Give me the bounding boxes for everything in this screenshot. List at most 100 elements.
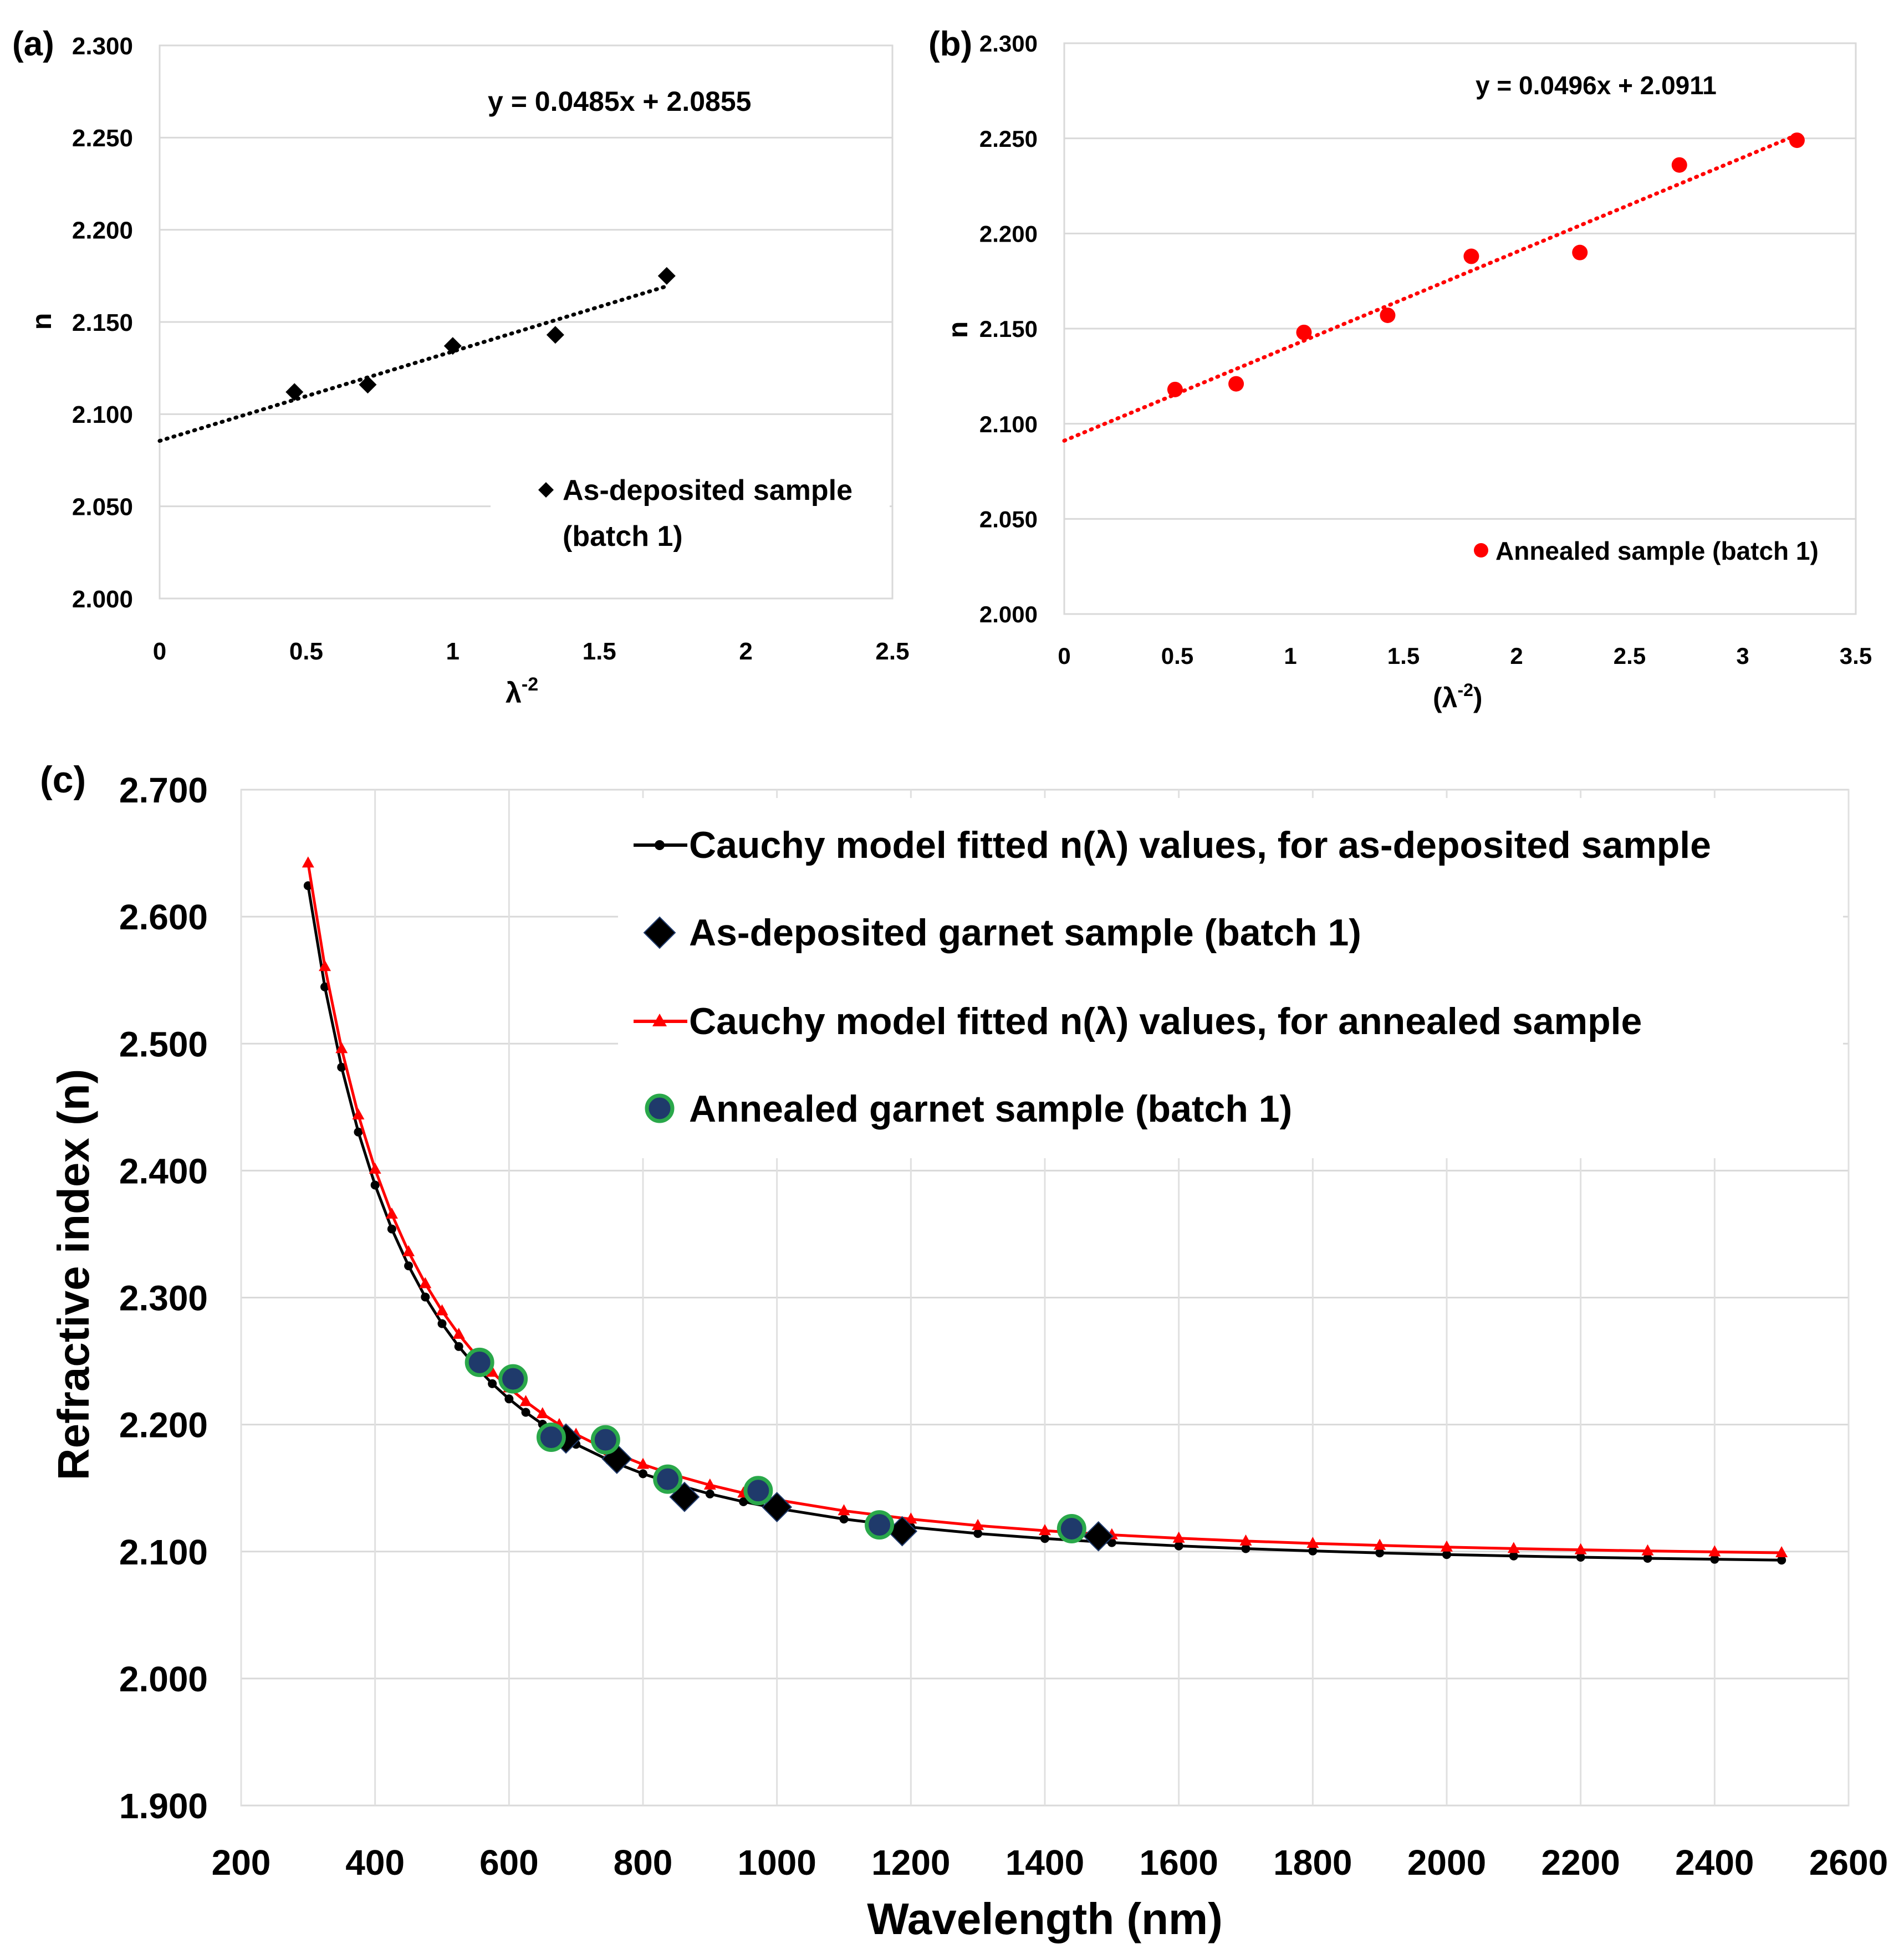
legend-a-label-line1: As-deposited sample	[563, 474, 853, 507]
legend-c-label-4: Annealed garnet sample (batch 1)	[689, 1088, 1292, 1130]
measured-point-annealed	[536, 1423, 566, 1452]
x-tick-label-b: 3.5	[1840, 643, 1872, 669]
legend-c-marker-2	[643, 916, 676, 949]
legend-c-entry-4: Annealed garnet sample (batch 1)	[645, 1088, 1292, 1130]
data-point-b	[1380, 307, 1396, 323]
y-tick-label-a: 2.200	[72, 217, 133, 244]
panel-label-a: (a)	[12, 25, 54, 63]
data-point-a	[285, 383, 304, 401]
y-tick-label-c: 2.000	[119, 1659, 208, 1699]
panel-label-b: (b)	[928, 25, 972, 63]
measured-point-annealed	[464, 1347, 494, 1377]
legend-c-marker-3	[652, 1014, 667, 1026]
x-tick-label-a: 1	[446, 638, 460, 665]
panel-label-c: (c)	[40, 759, 86, 801]
x-tick-label-c: 2000	[1407, 1843, 1486, 1883]
fit-point-annealed	[838, 1504, 850, 1516]
fit-point-annealed	[1574, 1543, 1587, 1554]
x-tick-label-b: 1.5	[1387, 643, 1420, 669]
fit-point-as-deposited	[1107, 1538, 1116, 1547]
y-tick-label-c: 2.700	[119, 770, 208, 810]
x-tick-label-a: 1.5	[583, 638, 616, 665]
legend-b-label: Annealed sample (batch 1)	[1495, 536, 1819, 565]
equation-b: y = 0.0496x + 2.0911	[1476, 71, 1717, 100]
chart-panel-a: (a) 2.0002.0502.1002.1502.2002.2502.300 …	[12, 25, 910, 709]
fit-point-annealed	[452, 1327, 465, 1339]
x-tick-label-b: 2	[1510, 643, 1523, 669]
data-point-a	[359, 376, 377, 394]
fit-point-annealed	[402, 1245, 415, 1256]
y-tick-label-b: 2.050	[979, 506, 1038, 532]
fit-point-as-deposited	[1241, 1544, 1250, 1553]
data-point-a	[546, 326, 564, 344]
x-tick-label-a: 0.5	[289, 638, 323, 665]
y-tick-label-c: 2.400	[119, 1151, 208, 1191]
fit-point-as-deposited	[320, 982, 330, 991]
y-tick-label-b: 2.000	[979, 601, 1038, 627]
legend-c-marker-4	[645, 1093, 675, 1123]
legend-c-bg	[618, 798, 1843, 1158]
legend-c-marker-1	[655, 840, 665, 850]
fit-point-as-deposited	[705, 1489, 714, 1498]
fit-point-annealed	[536, 1407, 549, 1419]
x-tick-label-a: 0	[153, 638, 166, 665]
trendline-a	[157, 284, 669, 443]
y-axis-title-b: n	[942, 321, 973, 339]
y-tick-label-c: 2.300	[119, 1278, 208, 1318]
fit-point-annealed	[1441, 1540, 1453, 1552]
fit-point-annealed	[335, 1042, 348, 1053]
fit-point-as-deposited	[1040, 1534, 1049, 1543]
fit-point-as-deposited	[504, 1394, 514, 1404]
fit-point-as-deposited	[404, 1261, 414, 1271]
fit-point-as-deposited	[337, 1062, 346, 1072]
x-tick-label-b: 0.5	[1161, 643, 1193, 669]
fit-point-annealed	[419, 1277, 432, 1288]
data-point-a	[443, 337, 462, 355]
fit-point-as-deposited	[1174, 1541, 1183, 1551]
legend-c-entry-2: As-deposited garnet sample (batch 1)	[643, 912, 1361, 954]
fit-point-as-deposited	[839, 1515, 849, 1524]
measured-point-annealed	[653, 1464, 683, 1494]
fit-point-as-deposited	[1375, 1548, 1385, 1558]
fit-point-as-deposited	[454, 1342, 463, 1351]
data-point-b	[1671, 157, 1687, 173]
y-tick-label-b: 2.200	[979, 221, 1038, 247]
fit-point-as-deposited	[739, 1497, 748, 1506]
fit-point-annealed	[436, 1304, 448, 1316]
fit-point-as-deposited	[1576, 1553, 1585, 1562]
data-point-b	[1572, 244, 1588, 260]
fit-point-annealed	[1507, 1542, 1520, 1553]
legend-a-marker	[538, 482, 554, 498]
y-tick-label-b: 2.100	[979, 411, 1038, 437]
x-tick-label-c: 800	[614, 1843, 673, 1883]
x-axis-title-b: (λ-2)	[1433, 680, 1483, 713]
fit-point-annealed	[385, 1207, 398, 1219]
x-tick-label-b: 2.5	[1614, 643, 1646, 669]
measured-point-annealed	[590, 1425, 620, 1455]
legend-c-label-3: Cauchy model fitted n(λ) values, for ann…	[689, 1000, 1642, 1042]
legend-c-entry-1: Cauchy model fitted n(λ) values, for as-…	[634, 824, 1711, 866]
fit-point-annealed	[1306, 1537, 1319, 1548]
y-axis-title-c: Refractive index (n)	[49, 1069, 98, 1480]
x-tick-label-c: 1000	[737, 1843, 816, 1883]
fit-point-as-deposited	[973, 1529, 983, 1538]
x-axis-title-a-main: λ	[506, 677, 522, 709]
x-tick-label-a: 2	[739, 638, 752, 665]
fit-point-as-deposited	[370, 1180, 380, 1190]
measured-point-annealed	[498, 1364, 528, 1394]
fit-point-as-deposited	[1509, 1551, 1518, 1561]
measured-point-as-deposited	[1083, 1521, 1114, 1552]
data-point-b	[1167, 381, 1183, 397]
x-axis-title-b-main: (λ	[1433, 682, 1458, 713]
legend-b-bg	[1463, 529, 1851, 574]
y-tick-label-a: 2.150	[72, 309, 133, 336]
fit-point-annealed	[1374, 1538, 1386, 1550]
y-tick-label-a: 2.100	[72, 401, 133, 428]
y-tick-label-a: 2.300	[72, 33, 133, 60]
fit-point-as-deposited	[1308, 1546, 1318, 1556]
x-tick-label-b: 0	[1058, 643, 1070, 669]
y-tick-label-b: 2.250	[979, 126, 1038, 152]
y-tick-label-a: 2.000	[72, 586, 133, 613]
legend-c-label-1: Cauchy model fitted n(λ) values, for as-…	[689, 824, 1711, 866]
